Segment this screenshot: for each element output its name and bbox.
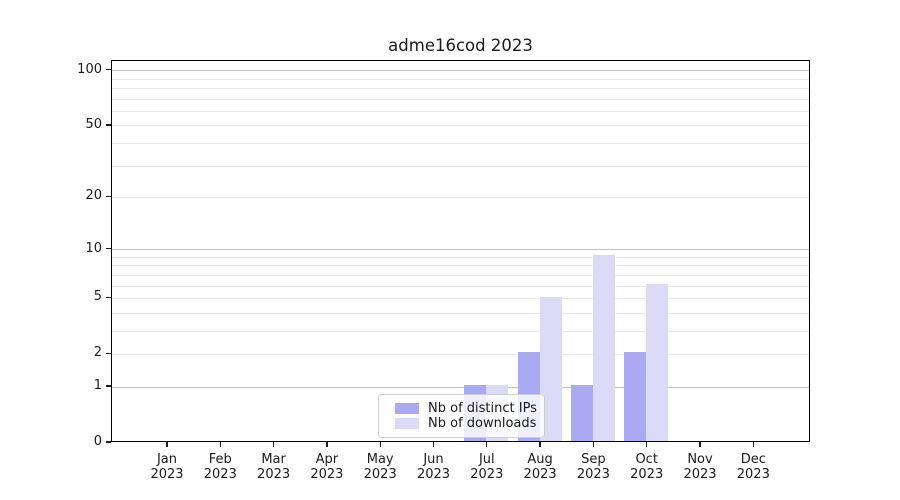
y-tick-mark — [106, 124, 111, 126]
x-tick-mark — [699, 442, 701, 447]
y-tick-label: 5 — [93, 289, 102, 305]
x-tick-year: 2023 — [416, 467, 451, 482]
x-tick-month: Sep — [581, 452, 606, 467]
x-tick-month: May — [366, 452, 394, 467]
x-tick-year: 2023 — [576, 467, 610, 482]
y-tick-mark — [106, 352, 111, 355]
bar-nb-of-downloads-oct — [646, 284, 669, 441]
x-tick-label: Dec 2023 — [711, 452, 795, 482]
y-tick-mark — [106, 296, 111, 299]
gridline — [112, 249, 809, 251]
legend: Nb of distinct IPs Nb of downloads — [378, 394, 545, 438]
gridline — [112, 297, 809, 299]
x-tick-label: Mar 2023 — [232, 452, 316, 482]
x-tick-month: Apr — [315, 452, 339, 467]
y-tick-label: 100 — [77, 61, 102, 77]
x-tick-label: Apr 2023 — [285, 452, 369, 482]
x-tick-label: Jan 2023 — [125, 452, 209, 482]
x-tick-mark — [166, 442, 168, 447]
gridline — [112, 196, 809, 198]
gridline — [112, 165, 809, 167]
gridline — [112, 285, 809, 287]
bar-nb-of-downloads-sep — [592, 255, 615, 441]
x-tick-year: 2023 — [150, 467, 184, 482]
x-tick-mark — [272, 442, 275, 447]
x-tick-mark — [432, 442, 435, 447]
x-tick-month: Feb — [208, 452, 232, 467]
x-tick-month: Dec — [740, 452, 766, 467]
gridline — [112, 330, 809, 332]
x-tick-month: Aug — [527, 452, 553, 467]
legend-label: Nb of downloads — [428, 416, 537, 431]
x-tick-year: 2023 — [203, 467, 237, 482]
y-tick-label: 10 — [85, 240, 102, 256]
x-tick-year: 2023 — [523, 467, 557, 482]
y-tick-label: 20 — [85, 188, 102, 204]
y-tick-label: 0 — [93, 434, 102, 449]
gridline — [112, 78, 809, 80]
x-tick-year: 2023 — [470, 467, 504, 482]
x-tick-label: Nov 2023 — [658, 452, 742, 482]
x-tick-year: 2023 — [257, 467, 291, 482]
gridline — [112, 98, 809, 100]
gridline — [112, 110, 809, 112]
x-tick-label: Jun 2023 — [392, 452, 476, 482]
y-tick-mark — [106, 69, 111, 71]
x-tick-mark — [646, 442, 648, 447]
y-tick-mark — [106, 195, 111, 198]
gridline — [112, 256, 809, 258]
legend-swatch-icon — [395, 418, 419, 429]
x-tick-month: Jun — [423, 452, 444, 467]
gridline — [112, 125, 809, 127]
x-tick-year: 2023 — [310, 467, 344, 482]
x-tick-year: 2023 — [736, 467, 770, 482]
x-tick-month: Oct — [635, 452, 658, 467]
gridline — [112, 353, 809, 355]
x-tick-year: 2023 — [683, 467, 717, 482]
y-tick-label: 1 — [93, 378, 102, 394]
x-tick-month: Nov — [687, 452, 713, 467]
x-tick-month: Jul — [478, 452, 495, 467]
gridline — [112, 386, 809, 388]
x-tick-label: Jul 2023 — [445, 452, 529, 482]
x-tick-year: 2023 — [630, 467, 664, 482]
bar-nb-of-distinct-ips-oct — [624, 352, 647, 441]
legend-label: Nb of distinct IPs — [428, 401, 537, 416]
x-tick-mark — [326, 442, 328, 447]
x-tick-month: Mar — [261, 452, 286, 467]
gridline — [112, 70, 809, 72]
gridline — [112, 274, 809, 276]
chart-title: adme16cod 2023 — [388, 36, 533, 55]
y-tick-mark — [106, 441, 111, 443]
y-tick-mark — [106, 385, 111, 387]
x-tick-label: Aug 2023 — [498, 452, 582, 482]
x-tick-label: Sep 2023 — [551, 452, 635, 482]
x-tick-mark — [752, 442, 754, 447]
legend-row: Nb of distinct IPs — [395, 401, 538, 416]
gridline — [112, 312, 809, 314]
legend-row: Nb of downloads — [395, 416, 538, 431]
x-tick-label: Feb 2023 — [178, 452, 262, 482]
y-tick-mark — [106, 247, 111, 250]
gridline — [112, 88, 809, 90]
legend-rows: Nb of distinct IPs Nb of downloads — [395, 401, 538, 431]
x-tick-year: 2023 — [363, 467, 397, 482]
y-tick-label: 50 — [85, 116, 102, 132]
gridline — [112, 265, 809, 267]
x-tick-label: Oct 2023 — [605, 452, 689, 482]
bar-nb-of-distinct-ips-sep — [570, 385, 593, 441]
bar-nb-of-downloads-aug — [539, 296, 562, 441]
x-tick-mark — [219, 442, 221, 447]
y-tick-label: 2 — [93, 345, 102, 361]
x-tick-mark — [486, 442, 488, 447]
x-tick-mark — [379, 442, 381, 447]
gridline — [112, 142, 809, 144]
x-tick-month: Jan — [156, 452, 178, 467]
x-tick-mark — [539, 442, 541, 447]
plot-area — [111, 60, 810, 442]
x-tick-label: May 2023 — [338, 452, 422, 482]
x-tick-mark — [592, 442, 595, 447]
legend-swatch-icon — [395, 403, 419, 414]
